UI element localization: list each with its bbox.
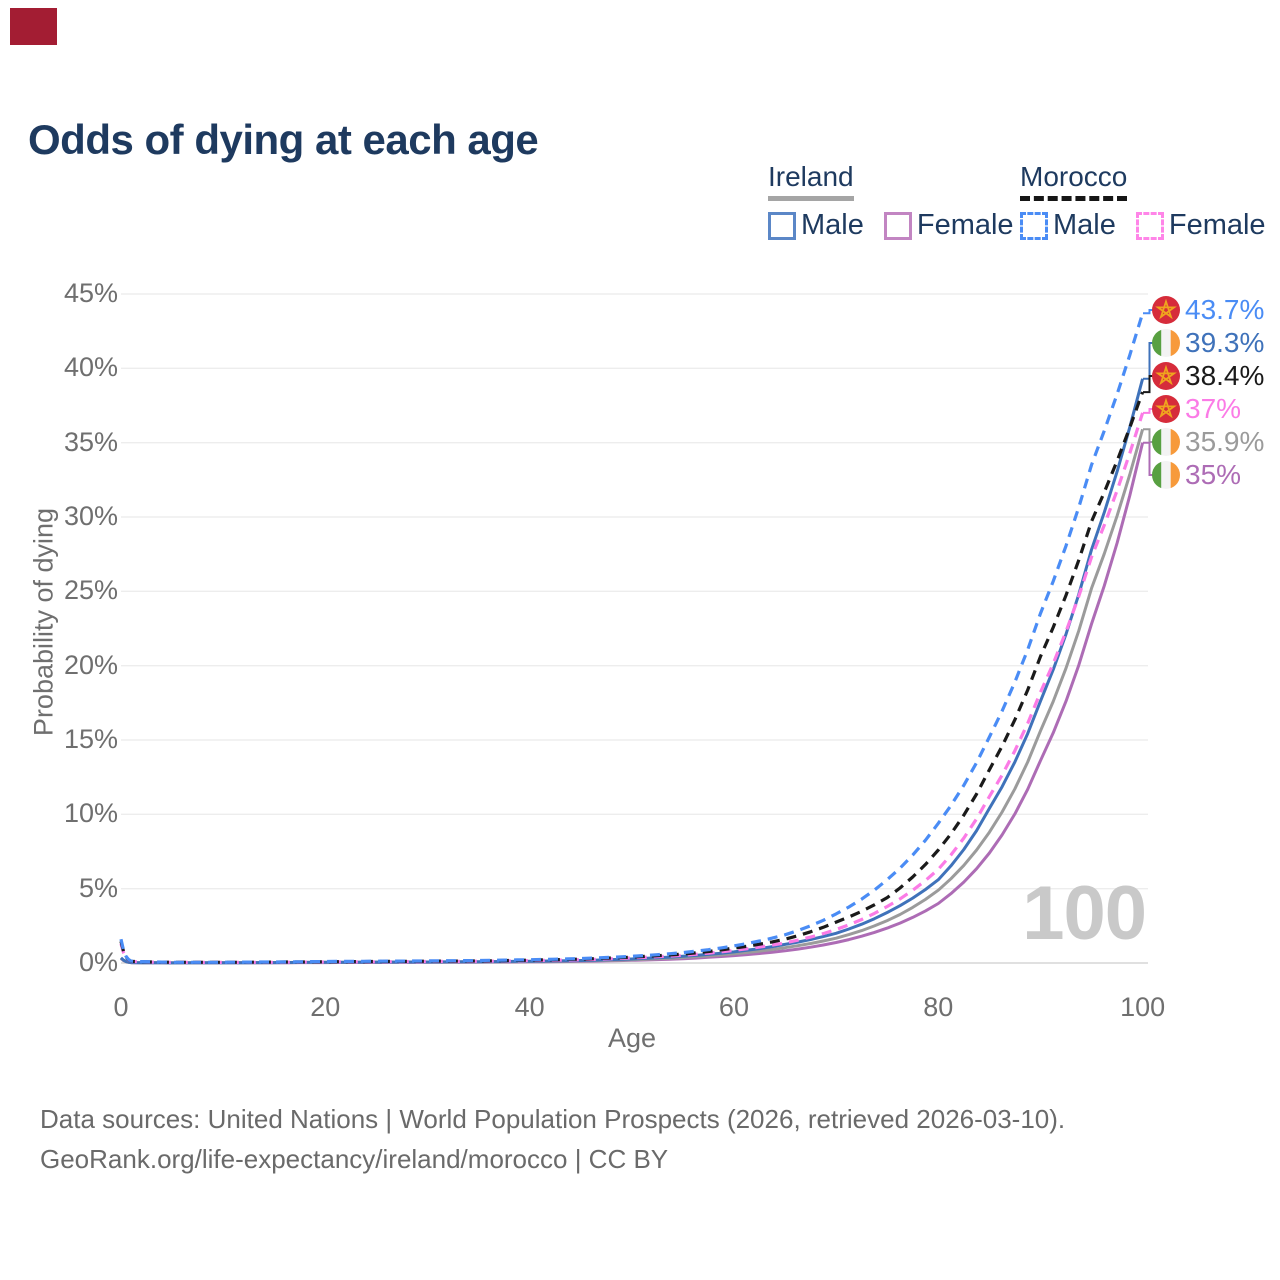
legend-label-morocco-male[interactable]: Male bbox=[1053, 209, 1116, 241]
page-title: Odds of dying at each age bbox=[28, 116, 539, 164]
legend-label-ireland-male[interactable]: Male bbox=[801, 209, 864, 241]
legend-label-morocco-female[interactable]: Female bbox=[1168, 209, 1266, 241]
legend-ireland-header[interactable]: Ireland bbox=[768, 161, 854, 201]
legend-ireland-row: Male Female bbox=[768, 209, 1034, 242]
red-marker bbox=[10, 8, 57, 45]
legend-morocco-row: Male Female bbox=[1020, 209, 1280, 242]
attribution-text: GeoRank.org/life-expectancy/ireland/moro… bbox=[40, 1144, 669, 1174]
data-source-text: Data sources: United Nations | World Pop… bbox=[40, 1104, 1066, 1134]
legend-label-ireland-female[interactable]: Female bbox=[916, 209, 1014, 241]
legend-checkbox-ireland-female[interactable] bbox=[883, 211, 912, 240]
legend-morocco-header[interactable]: Morocco bbox=[1020, 161, 1128, 201]
legend-checkbox-ireland-male[interactable] bbox=[768, 211, 796, 240]
legend-checkbox-morocco-female[interactable] bbox=[1135, 211, 1164, 240]
legend-group-morocco: Morocco Male Female bbox=[1020, 161, 1280, 242]
legend-group-ireland: Ireland Male Female bbox=[768, 161, 1034, 242]
legend-checkbox-morocco-male[interactable] bbox=[1020, 211, 1048, 240]
